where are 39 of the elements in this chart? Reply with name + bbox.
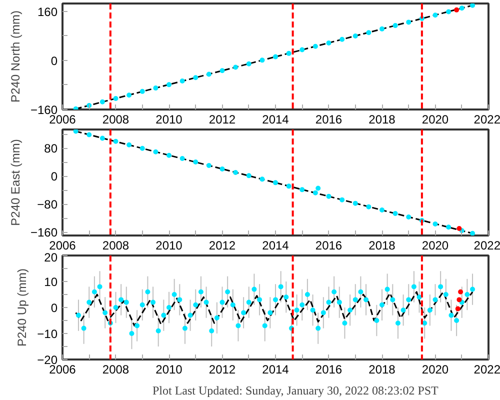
x-tick-label: 2010 xyxy=(156,238,183,252)
y-tick-label: 10 xyxy=(44,275,58,289)
x-tick-label: 2014 xyxy=(262,238,290,252)
y-tick-label: 0 xyxy=(50,301,58,315)
x-tick-label: 2012 xyxy=(208,362,236,376)
x-tick-label: 2018 xyxy=(368,238,396,252)
x-tick-label: 2010 xyxy=(156,362,183,376)
y-tick-label: 160 xyxy=(37,4,58,19)
y-tick-label: 0 xyxy=(50,170,58,184)
x-tick-label: 2020 xyxy=(422,362,449,376)
x-tick-label: 2014 xyxy=(262,362,290,376)
x-tick-label: 2008 xyxy=(102,112,130,126)
y-tick-label: −10 xyxy=(37,327,58,341)
x-tick-label: 2008 xyxy=(102,362,130,376)
x-tick-label: 2012 xyxy=(208,112,236,126)
x-tick-label: 2016 xyxy=(315,112,342,126)
x-tick-label: 2022 xyxy=(474,112,500,126)
x-tick-label: 2012 xyxy=(208,238,236,252)
x-tick-label: 2014 xyxy=(262,112,290,126)
x-tick-label: 2008 xyxy=(102,238,130,252)
x-tick-label: 2016 xyxy=(315,362,342,376)
x-tick-label: 2020 xyxy=(422,112,449,126)
y-tick-label: −80 xyxy=(37,198,58,212)
y-axis-title: P240 East (mm) xyxy=(8,139,22,226)
y-axis-title: P240 Up (mm) xyxy=(15,268,30,347)
x-tick-label: 2022 xyxy=(474,362,500,376)
y-tick-label: 0 xyxy=(50,54,58,68)
x-tick-label: 2010 xyxy=(156,112,183,126)
x-tick-label: 2006 xyxy=(49,238,76,252)
y-tick-label: 20 xyxy=(44,250,58,264)
x-tick-label: 2018 xyxy=(368,362,396,376)
x-tick-label: 2022 xyxy=(474,238,500,252)
y-tick-label: −160 xyxy=(30,226,58,240)
x-tick-label: 2016 xyxy=(315,238,342,252)
y-axis-title: P240 North (mm) xyxy=(8,10,22,103)
text: Plot Last Updated: Sunday, January 30, 2022 08:23:02 PST xyxy=(152,384,440,398)
y-tick-label: 80 xyxy=(44,142,58,156)
x-tick-label: 2018 xyxy=(368,112,396,126)
x-tick-label: 2020 xyxy=(422,238,449,252)
